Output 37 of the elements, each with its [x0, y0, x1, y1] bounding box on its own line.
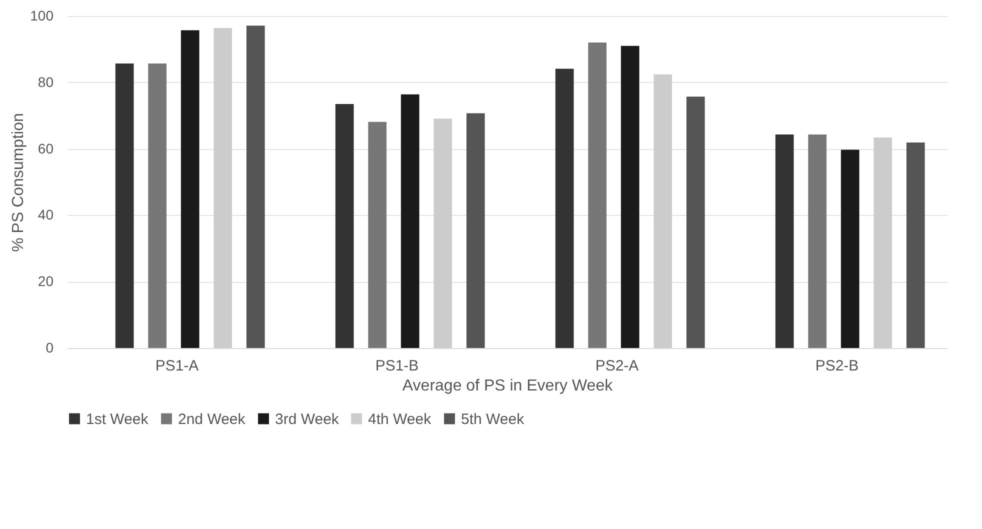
- bar: [588, 42, 607, 348]
- y-axis-title: % PS Consumption: [10, 113, 28, 252]
- bar: [246, 26, 265, 348]
- legend-label: 4th Week: [368, 410, 432, 428]
- y-tick-label: 0: [46, 340, 54, 356]
- bar: [686, 96, 705, 348]
- legend-label: 3rd Week: [275, 410, 340, 428]
- legend-label: 1st Week: [86, 410, 149, 428]
- x-tick-label: PS2-A: [595, 358, 639, 374]
- x-tick-label: PS1-A: [155, 358, 199, 374]
- bar: [214, 28, 232, 348]
- bar: [400, 94, 420, 348]
- bar: [368, 122, 387, 348]
- legend-label: 2nd Week: [178, 410, 246, 428]
- bar: [180, 30, 200, 348]
- x-tick-label: PS2-B: [815, 358, 859, 374]
- x-tick-label: PS1-B: [375, 358, 419, 374]
- y-tick-label: 20: [38, 273, 54, 290]
- bar: [654, 74, 672, 348]
- legend-label: 5th Week: [461, 410, 525, 428]
- bar: [335, 104, 354, 348]
- bar: [115, 63, 134, 348]
- x-axis-title: Average of PS in Every Week: [402, 378, 614, 394]
- bar: [775, 134, 794, 348]
- bar: [840, 150, 860, 348]
- bar: [874, 138, 892, 348]
- bar: [620, 46, 640, 348]
- y-tick-label: 40: [38, 206, 54, 223]
- bar: [466, 113, 485, 348]
- y-tick-label: 100: [30, 8, 54, 24]
- bar: [555, 68, 574, 348]
- bar: [434, 118, 452, 348]
- bar: [906, 142, 925, 348]
- y-tick-label: 60: [38, 140, 54, 156]
- bar: [808, 134, 827, 348]
- bar: [148, 63, 167, 348]
- y-tick-label: 80: [38, 74, 54, 90]
